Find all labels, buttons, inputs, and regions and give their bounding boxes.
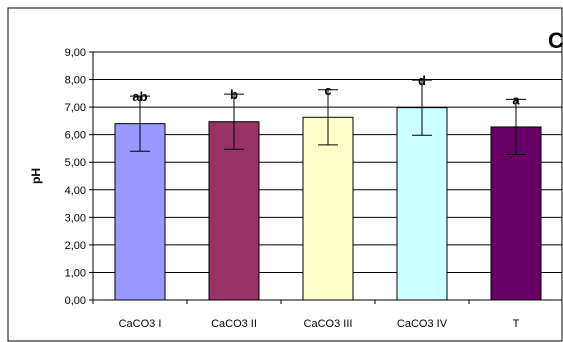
bar (302, 116, 354, 301)
significance-letter: d (418, 73, 426, 88)
panel-label: C (548, 28, 563, 53)
x-tick-label: CaCO3 II (211, 318, 257, 330)
x-tick-label: CaCO3 I (119, 318, 162, 330)
y-tick-label: 3,00 (65, 212, 86, 224)
y-tick-label: 0,00 (65, 295, 86, 307)
y-tick-label: 5,00 (65, 157, 86, 169)
significance-letter: a (512, 92, 520, 107)
y-axis-label: pH (29, 168, 43, 184)
significance-letter: b (230, 87, 238, 102)
x-tick-label: CaCO3 IV (397, 318, 448, 330)
y-tick-label: 6,00 (65, 130, 86, 142)
bar (114, 123, 166, 301)
y-tick-label: 2,00 (65, 240, 86, 252)
y-axis-ticks: 0,00 1,00 2,00 3,00 4,00 5,00 6,00 7,00 8,00 9,00 (65, 47, 93, 307)
x-tick-label: CaCO3 III (304, 318, 353, 330)
y-tick-label: 1,00 (65, 267, 86, 279)
bar (208, 121, 260, 301)
x-tick-label: T (513, 318, 520, 330)
bar (396, 107, 448, 301)
significance-letters: ab b c d a (132, 73, 520, 107)
bars (114, 107, 542, 301)
y-tick-label: 8,00 (65, 75, 86, 87)
significance-letter: ab (132, 89, 147, 104)
y-tick-label: 9,00 (65, 47, 86, 59)
chart-border (7, 7, 563, 342)
y-tick-label: 7,00 (65, 102, 86, 114)
significance-letter: c (324, 83, 331, 98)
error-bars (130, 79, 526, 156)
x-axis-ticks: CaCO3 I CaCO3 II CaCO3 III CaCO3 IV T (92, 300, 520, 330)
y-tick-label: 4,00 (65, 185, 86, 197)
bar (490, 126, 542, 301)
